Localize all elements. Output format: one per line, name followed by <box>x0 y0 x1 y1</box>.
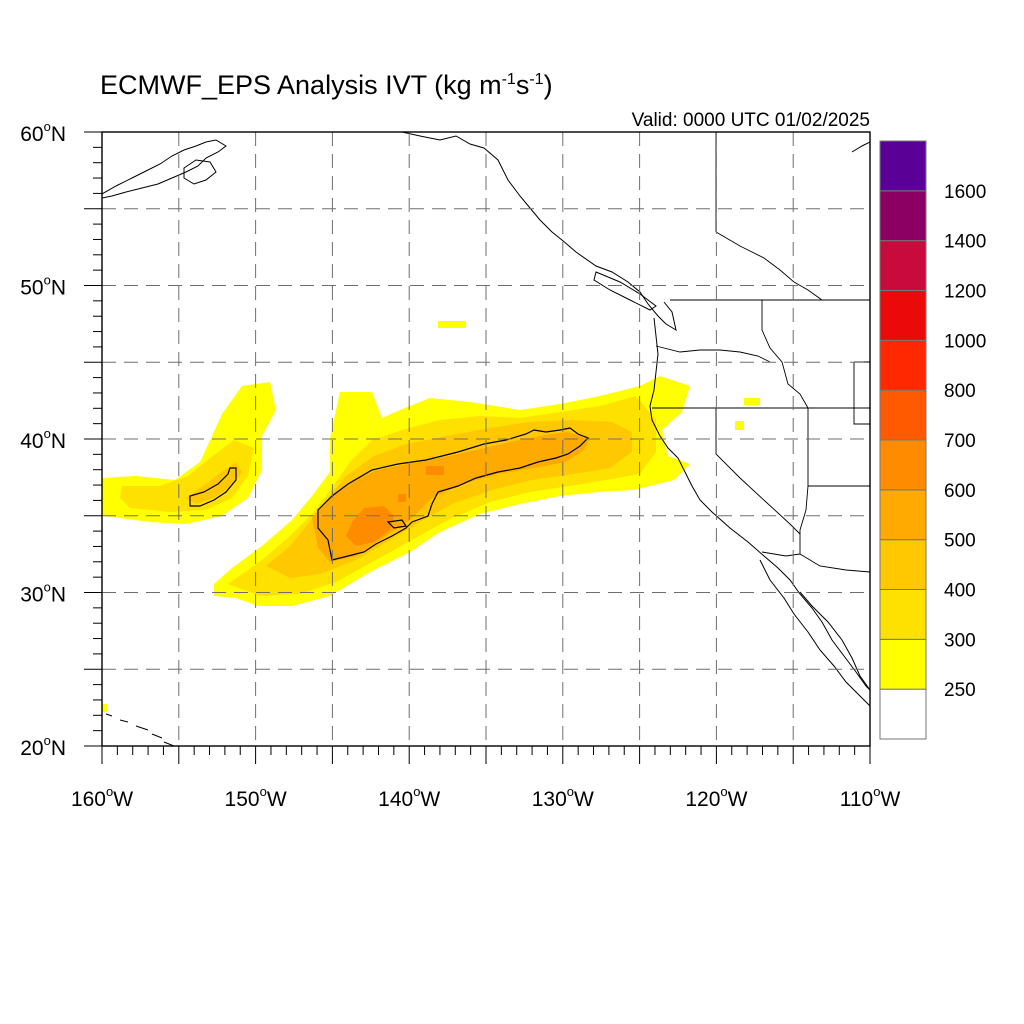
contour-main-hole <box>386 519 408 529</box>
colorbar-box <box>879 439 927 491</box>
ivt-patch-2 <box>744 398 760 405</box>
border-mexico <box>761 551 801 557</box>
border-idaho <box>761 300 809 409</box>
colorbar-box <box>879 688 927 740</box>
lat-label: 20oN <box>20 733 66 760</box>
contour-west <box>189 467 237 507</box>
lat-label: 30oN <box>20 580 66 607</box>
colorbar-label: 300 <box>944 630 976 651</box>
colorbar-label: 800 <box>944 381 976 402</box>
ivt-region-main-o3-b <box>426 466 444 475</box>
colorbar-box <box>879 539 927 591</box>
colorbar-box <box>879 240 927 292</box>
colorbar-box <box>879 638 927 690</box>
border-utah <box>807 408 870 487</box>
colorbar-label: 700 <box>944 431 976 452</box>
colorbar-box <box>879 389 927 441</box>
lon-label: 160oW <box>71 784 133 811</box>
colorbar-box <box>879 489 927 541</box>
colorbar-label: 1200 <box>944 282 986 303</box>
coast-hawaii <box>105 713 175 746</box>
lat-label: 60oN <box>20 119 66 146</box>
colorbar-label: 1000 <box>944 331 986 352</box>
latitude-labels: 60oN 50oN 40oN 30oN 20oN <box>20 119 66 760</box>
border-alaska <box>715 231 870 301</box>
coast-nw-corner <box>851 141 870 153</box>
colorbar-box <box>879 140 927 192</box>
coastlines <box>102 132 870 746</box>
coast-bc <box>575 251 677 332</box>
axis-ticks <box>84 131 871 764</box>
border-arizona <box>799 485 870 573</box>
colorbar-label: 250 <box>944 680 976 701</box>
graticule <box>102 132 870 746</box>
lon-label: 140oW <box>378 784 440 811</box>
contour-main <box>317 427 590 561</box>
lon-label: 120oW <box>685 784 747 811</box>
colorbar: 250 300 400 500 600 700 800 1000 1200 1400 1600 <box>879 140 986 740</box>
longitude-labels: 160oW 150oW 140oW 130oW 120oW 110oW <box>71 784 901 811</box>
lon-label: 130oW <box>532 784 594 811</box>
ivt-patch-3 <box>735 421 744 430</box>
coast-alaska-gulf <box>401 132 577 253</box>
lon-label: 150oW <box>225 784 287 811</box>
ivt-patch-1 <box>438 321 466 328</box>
ivt-region-main-o3-c <box>398 494 406 502</box>
colorbar-box <box>879 290 927 341</box>
border-oregon-north <box>655 345 771 363</box>
colorbar-box <box>879 190 927 242</box>
political-borders <box>652 132 870 573</box>
ivt-contours <box>189 427 590 561</box>
coast-vancouver-island <box>593 271 657 311</box>
coast-alaska-peninsula <box>102 139 227 199</box>
coast-pacific-nw <box>649 317 870 691</box>
colorbar-label: 1600 <box>944 182 986 203</box>
colorbar-label: 600 <box>944 481 976 502</box>
colorbar-box <box>879 339 927 391</box>
ivt-region-west-y2 <box>120 440 254 512</box>
border-nevada <box>715 408 801 535</box>
ivt-patch-4 <box>102 704 107 712</box>
colorbar-label: 500 <box>944 531 976 552</box>
coast-kodiak <box>183 159 217 185</box>
lon-label: 110oW <box>840 784 901 811</box>
coast-baja <box>759 559 870 707</box>
map-title: ECMWF_EPS Analysis IVT (kg m-1s-1) <box>100 70 553 100</box>
colorbar-label: 400 <box>944 581 976 602</box>
lat-label: 50oN <box>20 273 66 300</box>
border-wyoming <box>853 361 870 425</box>
coast-gulf-california <box>799 591 870 691</box>
valid-time: Valid: 0000 UTC 01/02/2025 <box>631 110 870 131</box>
colorbar-box <box>879 589 927 640</box>
colorbar-label: 1400 <box>944 232 986 253</box>
ivt-shading <box>102 321 760 712</box>
lat-label: 40oN <box>20 426 66 453</box>
